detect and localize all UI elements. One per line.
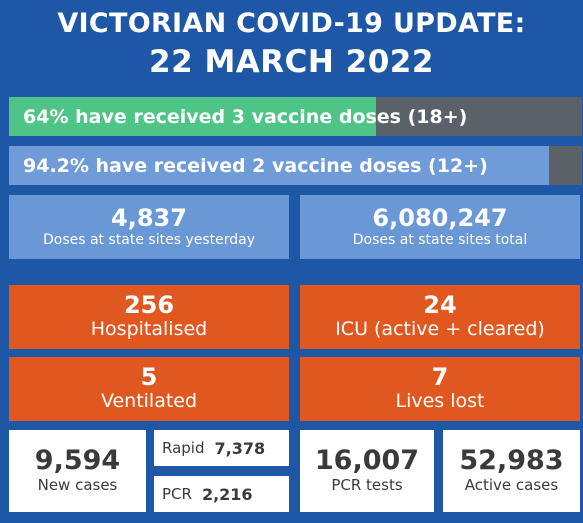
doses-total-box: 6,080,247 Doses at state sites total (300, 195, 580, 259)
ventilated-value: 5 (140, 362, 158, 391)
three-doses-progress-bar: 64% have received 3 vaccine doses (18+) (9, 97, 582, 136)
icu-value: 24 (423, 290, 457, 319)
doses-yesterday-value: 4,837 (111, 203, 187, 232)
hospitalised-box: 256 Hospitalised (9, 285, 289, 349)
ventilated-box: 5 Ventilated (9, 357, 289, 421)
pcr-label: PCR (162, 485, 192, 503)
active-cases-value: 52,983 (459, 444, 564, 476)
rapid-value: 7,378 (214, 438, 266, 458)
title-line-1: VICTORIAN COVID-19 UPDATE: (57, 8, 526, 39)
lives-lost-box: 7 Lives lost (300, 357, 580, 421)
pcr-cases-box: PCR 2,216 (154, 476, 289, 512)
title-date: 22 MARCH 2022 (149, 44, 434, 80)
pcr-tests-label: PCR tests (331, 476, 403, 495)
new-cases-label: New cases (37, 476, 118, 495)
active-cases-box: 52,983 Active cases (443, 430, 580, 512)
new-cases-value: 9,594 (34, 444, 121, 476)
lives-lost-label: Lives lost (395, 390, 485, 413)
ventilated-label: Ventilated (100, 390, 198, 413)
hospitalised-value: 256 (123, 290, 175, 319)
two-doses-progress-bar: 94.2% have received 2 vaccine doses (12+… (9, 146, 582, 185)
pcr-value: 2,216 (201, 484, 253, 504)
hospitalised-label: Hospitalised (90, 318, 208, 341)
active-cases-label: Active cases (464, 476, 559, 495)
icu-box: 24 ICU (active + cleared) (300, 285, 580, 349)
two-doses-label: 94.2% have received 2 vaccine doses (12+… (23, 154, 488, 177)
rapid-label: Rapid (162, 439, 205, 457)
two-doses-fill (9, 146, 549, 185)
lives-lost-value: 7 (431, 362, 449, 391)
doses-yesterday-box: 4,837 Doses at state sites yesterday (9, 195, 289, 259)
three-doses-fill (9, 97, 376, 136)
rapid-tests-box: Rapid 7,378 (154, 430, 289, 466)
three-doses-label: 64% have received 3 vaccine doses (18+) (23, 105, 468, 128)
doses-total-label: Doses at state sites total (352, 232, 528, 249)
icu-label: ICU (active + cleared) (335, 318, 545, 341)
doses-yesterday-label: Doses at state sites yesterday (42, 232, 256, 249)
doses-total-value: 6,080,247 (372, 203, 508, 232)
new-cases-box: 9,594 New cases (9, 430, 146, 512)
pcr-tests-value: 16,007 (314, 444, 420, 476)
pcr-tests-box: 16,007 PCR tests (300, 430, 434, 512)
